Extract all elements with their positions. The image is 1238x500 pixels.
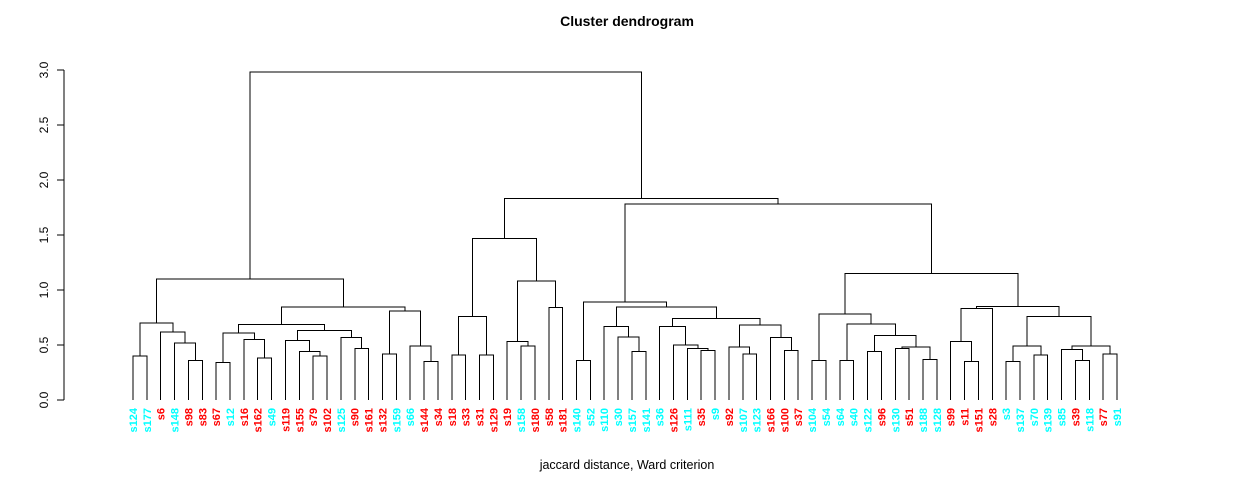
leaf-label: s129 — [488, 408, 500, 432]
leaf-label: s130 — [890, 408, 902, 432]
leaf-label: s111 — [682, 408, 694, 431]
leaf-label: s35 — [696, 408, 708, 426]
leaf-label: s79 — [308, 408, 320, 426]
leaf-label: s110 — [599, 408, 611, 432]
leaf-label: s140 — [571, 408, 583, 432]
leaf-label: s155 — [294, 408, 306, 432]
leaf-label: s19 — [502, 408, 514, 426]
leaf-label: s16 — [239, 408, 251, 426]
axis-tick-label: 0.5 — [37, 336, 51, 353]
leaf-label: s139 — [1043, 408, 1055, 432]
leaf-label: s67 — [211, 408, 223, 426]
axis-tick-label: 1.0 — [37, 281, 51, 298]
axis-tick-label: 2.0 — [37, 171, 51, 188]
leaf-label: s11 — [960, 408, 972, 426]
leaf-label: s66 — [405, 408, 417, 426]
leaf-label: s51 — [904, 408, 916, 426]
leaf-label: s100 — [779, 408, 791, 432]
leaf-label: s126 — [669, 408, 681, 432]
leaf-label: s151 — [973, 408, 985, 432]
leaf-label: s128 — [932, 408, 944, 432]
leaf-label: s144 — [419, 407, 431, 432]
leaf-label: s132 — [377, 408, 389, 432]
y-axis: 0.0 0.5 1.0 1.5 2.0 2.5 3.0 — [37, 61, 65, 408]
leaf-label: s31 — [474, 408, 486, 426]
leaf-label: s49 — [267, 408, 279, 426]
leaf-label: s122 — [863, 408, 875, 432]
leaf-labels: s124 s177 s6 s148 s98 s83 s67 s12 s16 s162 s49 s119… — [128, 407, 1124, 432]
chart-title: Cluster dendrogram — [560, 13, 694, 29]
leaf-label: s124 — [128, 407, 140, 432]
dendrogram-lines — [132, 71, 1118, 400]
leaf-label: s18 — [447, 408, 459, 426]
leaf-label: s123 — [752, 408, 764, 432]
leaf-label: s181 — [558, 408, 570, 432]
leaf-label: s90 — [350, 408, 362, 426]
leaf-label: s166 — [766, 408, 778, 432]
axis-tick-label: 0.0 — [37, 391, 51, 408]
leaf-label: s30 — [613, 408, 625, 426]
leaf-label: s34 — [433, 407, 445, 426]
leaf-label: s85 — [1057, 408, 1069, 426]
leaf-label: s12 — [225, 408, 237, 426]
leaf-label: s58 — [544, 408, 556, 426]
leaf-label: s64 — [835, 407, 847, 426]
leaf-label: s77 — [1098, 408, 1110, 426]
leaf-label: s92 — [724, 408, 736, 426]
chart-caption: jaccard distance, Ward criterion — [539, 458, 715, 472]
leaf-label: s104 — [807, 407, 819, 432]
leaf-label: s9 — [710, 408, 722, 420]
leaf-label: s91 — [1112, 408, 1124, 426]
leaf-label: s148 — [170, 408, 182, 432]
leaf-label: s177 — [142, 408, 154, 432]
leaf-label: s157 — [627, 408, 639, 432]
leaf-label: s39 — [1070, 408, 1082, 426]
leaf-label: s33 — [461, 408, 473, 426]
leaf-label: s52 — [585, 408, 597, 426]
leaf-label: s6 — [156, 408, 168, 420]
leaf-label: s3 — [1001, 408, 1013, 420]
leaf-label: s102 — [322, 408, 334, 432]
leaf-label: s83 — [197, 408, 209, 426]
leaf-label: s119 — [280, 408, 292, 432]
leaf-label: s28 — [987, 408, 999, 426]
leaf-label: s161 — [364, 408, 376, 432]
leaf-label: s159 — [391, 408, 403, 432]
leaf-label: s107 — [738, 408, 750, 432]
leaf-label: s162 — [253, 408, 265, 432]
leaf-label: s99 — [946, 408, 958, 426]
leaf-label: s40 — [849, 408, 861, 426]
axis-tick-label: 2.5 — [37, 116, 51, 133]
leaf-label: s180 — [530, 408, 542, 432]
leaf-label: s137 — [1015, 408, 1027, 432]
leaf-label: s118 — [1084, 408, 1096, 432]
axis-tick-label: 1.5 — [37, 226, 51, 243]
leaf-label: s96 — [876, 408, 888, 426]
leaf-label: s37 — [793, 408, 805, 426]
leaf-label: s141 — [641, 408, 653, 432]
leaf-label: s54 — [821, 407, 833, 426]
leaf-label: s188 — [918, 408, 930, 432]
leaf-label: s125 — [336, 408, 348, 432]
axis-tick-label: 3.0 — [37, 61, 51, 78]
leaf-label: s98 — [183, 408, 195, 426]
leaf-label: s158 — [516, 408, 528, 432]
leaf-label: s70 — [1029, 408, 1041, 426]
leaf-label: s36 — [655, 408, 667, 426]
